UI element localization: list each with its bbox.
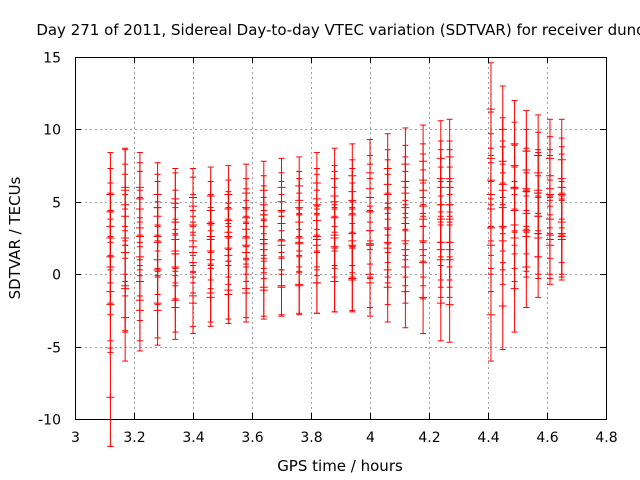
data-point [486, 310, 495, 319]
data-point [106, 393, 115, 402]
data-point [522, 147, 531, 156]
data-point [312, 278, 321, 287]
data-point [121, 313, 130, 322]
data-point [557, 229, 566, 238]
y-tick-label: 15 [43, 51, 61, 67]
data-point [348, 274, 357, 283]
data-point [383, 265, 392, 274]
x-tick-label: 4.2 [418, 430, 440, 446]
data-point [419, 258, 428, 267]
data-point [366, 270, 374, 279]
chart-title: Day 271 of 2011, Sidereal Day-to-day VTE… [36, 21, 640, 39]
x-tick-label: 4.4 [477, 430, 499, 446]
data-point [224, 286, 233, 295]
data-point [498, 236, 507, 245]
data-point [401, 262, 410, 271]
data-point [445, 300, 454, 309]
data-point [510, 284, 519, 293]
data-point [330, 234, 339, 242]
data-point [545, 241, 554, 250]
x-tick-label: 3.8 [300, 430, 322, 446]
y-tick-labels: -10 -5 0 5 10 15 [38, 51, 61, 429]
data-point [295, 280, 304, 289]
data-point [224, 251, 233, 260]
data-point [242, 248, 251, 257]
data-point [277, 241, 286, 250]
data-point [436, 255, 445, 264]
data-point [486, 241, 495, 250]
y-axis-title: SDTVAR / TECUs [6, 176, 24, 299]
x-tick-labels: 3 3.2 3.4 3.6 3.8 4 4.2 4.4 4.6 4.8 [71, 430, 618, 446]
x-tick-label: 3.2 [123, 430, 145, 446]
data-point [330, 277, 339, 286]
y-tick-label: 0 [52, 268, 61, 284]
data-point [295, 238, 304, 247]
data-point [534, 252, 543, 261]
series-track-i [106, 62, 566, 448]
data-point [348, 236, 357, 245]
data-point [510, 139, 519, 148]
data-point [312, 235, 321, 244]
data-point [206, 289, 215, 298]
y-tick-label: 5 [52, 196, 61, 212]
x-tick-label: 4 [366, 430, 375, 446]
data-point [486, 105, 495, 114]
data-point [510, 234, 519, 242]
data-point [498, 302, 507, 311]
plot-frame [75, 57, 607, 420]
data-point [259, 283, 268, 292]
y-tick-label: -5 [47, 341, 61, 357]
axis-ticks [75, 57, 607, 420]
data-point [436, 299, 445, 308]
x-axis-title: GPS time / hours [277, 457, 403, 475]
data-point [534, 151, 543, 160]
data-point [242, 284, 251, 293]
x-tick-label: 4.6 [536, 430, 558, 446]
x-tick-label: 4.8 [595, 430, 617, 446]
data-point [445, 255, 454, 264]
y-tick-label: -10 [38, 413, 61, 429]
data-point [106, 287, 115, 296]
data-point [277, 281, 286, 290]
data-point [206, 255, 215, 264]
data-point [545, 154, 554, 163]
data-point [498, 125, 507, 134]
data-point [557, 155, 566, 164]
error-bars [106, 62, 566, 448]
data-point [153, 299, 162, 308]
data-point [171, 296, 180, 305]
data-point [189, 291, 197, 300]
x-tick-label: 3.6 [241, 430, 263, 446]
x-tick-label: 3 [71, 430, 80, 446]
y-tick-label: 10 [43, 123, 61, 139]
x-tick-label: 3.4 [182, 430, 204, 446]
data-point [522, 262, 531, 271]
data-point [135, 306, 144, 315]
data-point [259, 245, 268, 254]
